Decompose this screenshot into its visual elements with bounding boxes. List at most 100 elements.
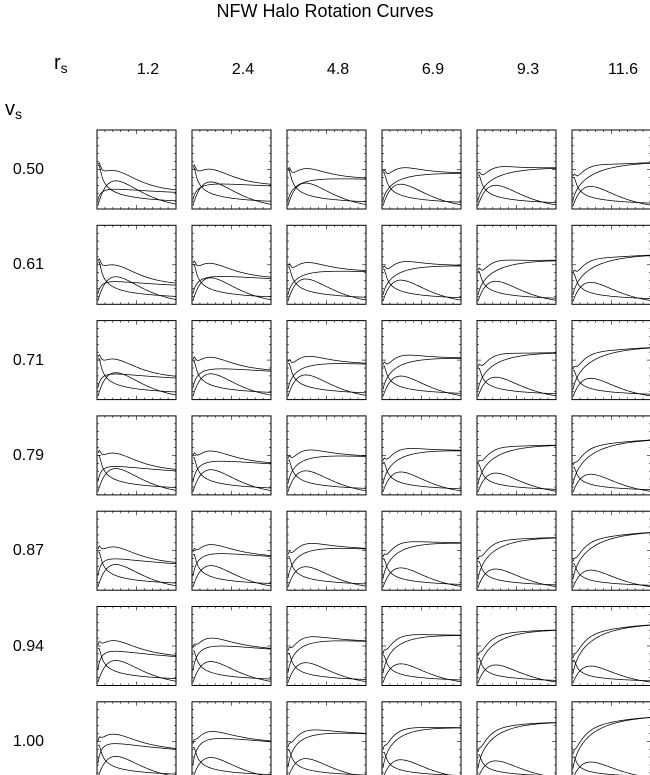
halo-curve-line [287, 732, 367, 768]
disk-curve-line [477, 184, 557, 207]
bulge-curve-line [477, 174, 557, 204]
disk-curve-line [97, 564, 177, 587]
rotation-curve-panel [571, 510, 650, 591]
halo-curve-line [572, 347, 650, 390]
halo-curve-line [382, 265, 462, 296]
bulge-curve-line [192, 747, 272, 775]
bulge-curve-line [287, 169, 367, 203]
bulge-curve-line [572, 756, 625, 775]
rotation-curve-panel [191, 415, 272, 496]
disk-curve-line [287, 662, 367, 683]
total-curve-line [572, 347, 650, 369]
bulge-curve-line [97, 455, 177, 488]
rotation-curve-panel [476, 701, 557, 775]
disk-curve-line [287, 182, 367, 206]
bulge-curve-line [192, 167, 272, 202]
rotation-curve-panel [571, 320, 650, 401]
total-curve-line [477, 629, 557, 656]
total-curve-line [572, 532, 650, 562]
rotation-curve-panel [571, 606, 650, 686]
rotation-curve-panel [286, 224, 367, 305]
disk-curve-line [192, 181, 272, 206]
disk-curve-line [287, 470, 367, 492]
disk-curve-line [574, 761, 638, 775]
total-curve-line [97, 258, 177, 284]
total-curve-line [572, 717, 650, 755]
disk-curve-line [572, 281, 650, 302]
total-curve-line [477, 352, 557, 367]
bulge-curve-line [97, 358, 177, 393]
bulge-curve-line [287, 556, 367, 585]
disk-curve-line [478, 760, 545, 775]
rotation-curve-panel [381, 224, 462, 305]
halo-curve-line [572, 532, 650, 580]
bulge-curve-line [287, 459, 367, 489]
disk-curve-line [287, 374, 367, 397]
column-label: 6.9 [421, 61, 445, 78]
total-curve-line [572, 162, 650, 177]
halo-curve-line [287, 363, 367, 390]
rotation-curve-panel [191, 701, 272, 775]
bulge-curve-line [477, 754, 541, 775]
bulge-curve-line [192, 264, 272, 298]
total-curve-line [192, 450, 272, 464]
halo-curve-line [382, 358, 461, 390]
disk-curve-line [192, 565, 272, 588]
rotation-curve-panel [96, 320, 177, 401]
rotation-curve-panel [191, 224, 272, 305]
halo-curve-line [477, 352, 557, 390]
total-curve-line [192, 637, 272, 649]
bulge-curve-line [287, 363, 367, 394]
bulge-curve-line [572, 660, 650, 682]
halo-curve-line [287, 640, 367, 673]
bulge-curve-line [192, 554, 272, 584]
bulge-curve-line [287, 266, 367, 298]
halo-curve-line [477, 260, 557, 296]
total-curve-line [477, 537, 557, 560]
halo-curve-line [192, 553, 272, 577]
rotation-curve-panel [96, 701, 177, 775]
halo-curve-line [97, 743, 177, 764]
disk-curve-line [477, 472, 557, 493]
halo-curve-line [97, 558, 177, 576]
column-label: 2.4 [231, 61, 255, 78]
bulge-curve-line [572, 563, 650, 586]
halo-curve-line [477, 168, 557, 201]
rotation-curve-panel [96, 510, 177, 591]
bulge-curve-line [382, 268, 462, 299]
halo-curve-line [192, 738, 272, 765]
bulge-curve-line [97, 261, 177, 297]
total-curve-line [382, 354, 462, 365]
row-label: 0.71 [12, 352, 44, 369]
halo-curve-line [287, 548, 367, 579]
halo-curve-line [477, 445, 557, 485]
halo-curve-line [572, 255, 650, 295]
total-curve-line [382, 541, 462, 558]
row-label: 0.61 [12, 256, 44, 273]
halo-curve-line [572, 624, 650, 674]
bulge-curve-line [97, 648, 177, 679]
column-label: 9.3 [516, 61, 540, 78]
total-curve-line [287, 262, 367, 272]
disk-curve-line [192, 277, 272, 301]
bulge-curve-line [97, 551, 177, 584]
halo-curve-line [97, 650, 177, 670]
total-curve-line [192, 260, 272, 278]
rotation-curve-panel [191, 510, 272, 591]
halo-curve-line [382, 727, 461, 768]
rotation-curve-panel [571, 129, 650, 210]
disk-curve-line [477, 280, 557, 302]
total-curve-line [382, 167, 462, 174]
halo-curve-line [192, 183, 272, 200]
total-curve-line [192, 731, 272, 744]
column-label: 1.2 [136, 61, 160, 78]
total-curve-line [382, 261, 462, 270]
bulge-curve-line [477, 271, 557, 299]
total-curve-line [287, 449, 367, 459]
rotation-curve-panel [571, 415, 650, 496]
rotation-curve-panel [191, 129, 272, 210]
chart-title: NFW Halo Rotation Curves [216, 1, 434, 21]
halo-curve-line [572, 717, 650, 769]
row-parameter-label: vs [5, 98, 22, 122]
